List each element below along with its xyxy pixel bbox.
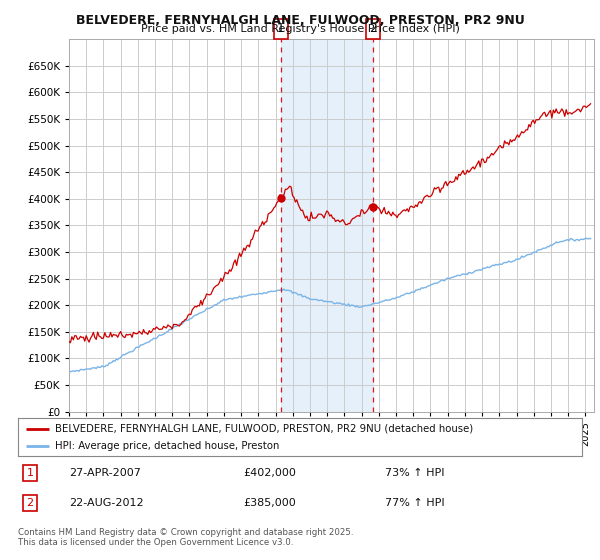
Text: 22-AUG-2012: 22-AUG-2012: [69, 498, 143, 508]
Text: 1: 1: [277, 22, 285, 35]
Text: HPI: Average price, detached house, Preston: HPI: Average price, detached house, Pres…: [55, 441, 279, 451]
Text: 2: 2: [369, 22, 377, 35]
Text: £385,000: £385,000: [244, 498, 296, 508]
Text: Contains HM Land Registry data © Crown copyright and database right 2025.
This d: Contains HM Land Registry data © Crown c…: [18, 528, 353, 547]
Text: 77% ↑ HPI: 77% ↑ HPI: [385, 498, 444, 508]
Text: BELVEDERE, FERNYHALGH LANE, FULWOOD, PRESTON, PR2 9NU: BELVEDERE, FERNYHALGH LANE, FULWOOD, PRE…: [76, 14, 524, 27]
Text: 2: 2: [26, 498, 34, 508]
Text: BELVEDERE, FERNYHALGH LANE, FULWOOD, PRESTON, PR2 9NU (detached house): BELVEDERE, FERNYHALGH LANE, FULWOOD, PRE…: [55, 423, 473, 433]
Text: £402,000: £402,000: [244, 468, 296, 478]
Bar: [281, 39, 373, 412]
Text: 73% ↑ HPI: 73% ↑ HPI: [385, 468, 444, 478]
Text: 1: 1: [26, 468, 34, 478]
Text: Price paid vs. HM Land Registry's House Price Index (HPI): Price paid vs. HM Land Registry's House …: [140, 24, 460, 34]
Text: 27-APR-2007: 27-APR-2007: [69, 468, 140, 478]
